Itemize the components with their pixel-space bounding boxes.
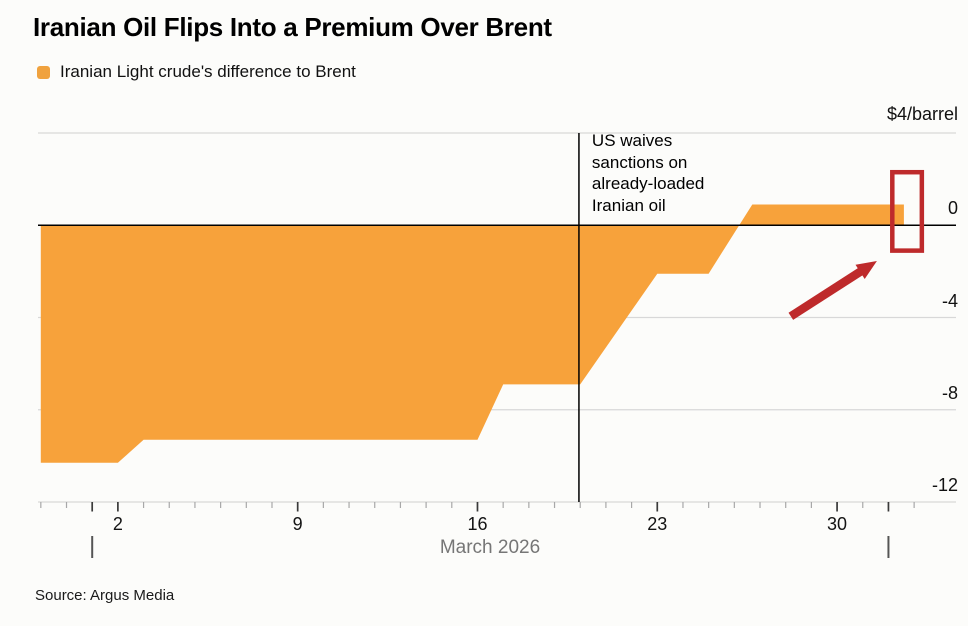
x-tick-label-2: 2: [112, 514, 123, 534]
x-tick-label-16: 16: [467, 514, 488, 534]
legend: Iranian Light crude's difference to Bren…: [37, 62, 356, 82]
chart-title: Iranian Oil Flips Into a Premium Over Br…: [33, 12, 552, 42]
y-tick-label-0: 0: [947, 198, 958, 219]
highlight-box: [890, 169, 925, 253]
area-series: [40, 204, 904, 463]
annotation-arrow-head: [855, 261, 877, 279]
source-note: Source: Argus Media: [35, 587, 175, 604]
y-tick-label-neg4: -4: [941, 290, 958, 311]
x-tick-label-9: 9: [292, 514, 303, 534]
legend-label: Iranian Light crude's difference to Bren…: [60, 62, 356, 81]
event-annotation-text: US waives sanctions on already-loaded Ir…: [591, 131, 705, 215]
legend-swatch-icon: [37, 65, 50, 79]
y-tick-label-neg12: -12: [931, 475, 958, 495]
x-tick-label-23: 23: [647, 514, 668, 534]
x-tick-label-30: 30: [827, 514, 848, 534]
annotation-arrow-shaft: [788, 263, 870, 320]
y-axis-unit-label: $4/barrel: [886, 104, 958, 124]
x-axis-month-label: March 2026: [439, 537, 541, 558]
y-tick-label-neg8: -8: [941, 382, 958, 403]
